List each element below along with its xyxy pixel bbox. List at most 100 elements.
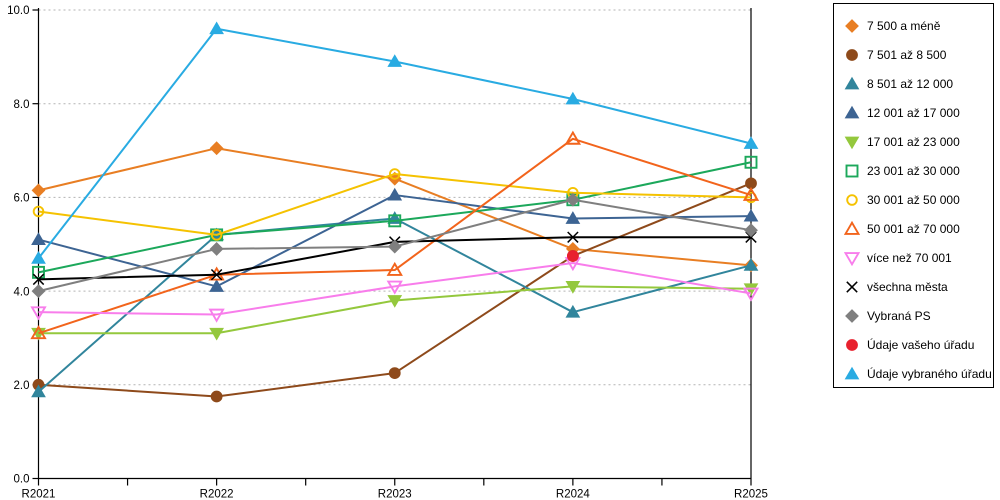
data-point-marker xyxy=(386,261,403,276)
legend-marker-icon xyxy=(846,193,858,206)
data-point-marker xyxy=(209,279,224,292)
data-point-marker xyxy=(386,280,403,295)
data-point-marker xyxy=(845,308,859,323)
data-point-marker xyxy=(565,304,581,318)
legend-label: 12 001 až 17 000 xyxy=(867,105,960,120)
data-point-marker xyxy=(565,211,581,224)
legend-label: Údaje vašeho úřadu xyxy=(867,337,975,352)
y-tick-label: 6.0 xyxy=(14,193,30,205)
data-point-marker xyxy=(744,155,758,169)
legend-item-11: Údaje vašeho úřadu xyxy=(844,330,993,359)
data-point-marker xyxy=(31,284,46,299)
legend-label: všechna města xyxy=(867,279,948,294)
legend-marker-icon xyxy=(846,280,858,293)
legend-marker-icon xyxy=(846,338,858,351)
data-point-marker xyxy=(387,295,403,308)
series-line xyxy=(38,137,752,335)
legend-item-6: 30 001 až 50 000 xyxy=(844,185,993,214)
data-point-marker xyxy=(742,287,760,302)
data-point-marker xyxy=(30,306,47,321)
data-point-marker xyxy=(387,54,403,67)
data-point-marker xyxy=(209,21,224,35)
legend-item-10: Vybraná PS xyxy=(844,301,993,330)
y-tick-label: 2.0 xyxy=(14,380,30,392)
data-point-marker xyxy=(844,105,860,118)
legend-item-4: 17 001 až 23 000 xyxy=(844,127,993,156)
data-point-marker xyxy=(844,136,860,149)
legend-label: 7 501 až 8 500 xyxy=(867,47,947,62)
legend-marker-icon xyxy=(844,220,860,235)
x-tick-label: R2021 xyxy=(22,489,56,500)
legend-item-3: 12 001 až 17 000 xyxy=(844,98,993,127)
data-point-marker xyxy=(565,91,581,105)
y-tick-label: 4.0 xyxy=(14,286,30,298)
data-point-marker xyxy=(844,366,860,379)
data-point-marker xyxy=(742,186,760,201)
data-point-marker xyxy=(208,308,225,323)
data-point-marker xyxy=(388,214,402,228)
legend-item-1: 7 501 až 8 500 xyxy=(844,40,993,69)
data-point-marker xyxy=(389,168,401,180)
data-point-marker xyxy=(32,265,45,279)
legend-marker-icon xyxy=(845,164,859,177)
data-point-marker xyxy=(565,192,580,207)
data-point-marker xyxy=(846,338,858,351)
legend-item-2: 8 501 až 12 000 xyxy=(844,69,993,98)
data-point-marker xyxy=(844,76,860,89)
series-11 xyxy=(566,250,579,262)
data-point-marker xyxy=(846,193,858,206)
data-point-marker xyxy=(32,205,45,218)
legend-label: 50 001 až 70 000 xyxy=(867,221,960,236)
legend-item-7: 50 001 až 70 000 xyxy=(844,214,993,243)
data-point-marker xyxy=(844,251,860,266)
data-point-marker xyxy=(566,250,579,262)
data-point-marker xyxy=(210,268,223,281)
series-4 xyxy=(31,281,759,341)
series-3 xyxy=(31,187,759,292)
legend-marker-icon xyxy=(844,76,860,89)
data-point-marker xyxy=(31,251,46,264)
data-point-marker xyxy=(31,384,46,398)
data-point-marker xyxy=(844,220,860,235)
data-point-marker xyxy=(565,281,581,294)
legend-marker-icon xyxy=(845,308,859,323)
legend-label: Vybraná PS xyxy=(867,308,931,323)
legend-label: 17 001 až 23 000 xyxy=(867,134,960,149)
data-point-marker xyxy=(567,231,579,243)
series-line xyxy=(38,261,752,316)
data-point-marker xyxy=(743,208,759,222)
data-point-marker xyxy=(210,390,223,403)
x-tick-label: R2022 xyxy=(200,489,234,500)
x-tick-label: R2024 xyxy=(556,489,590,500)
legend-item-0: 7 500 a méně xyxy=(844,11,993,40)
legend-marker-icon xyxy=(844,136,860,149)
legend-label: více než 70 001 xyxy=(867,250,952,265)
data-point-marker xyxy=(210,229,223,241)
legend-marker-icon xyxy=(845,18,859,33)
data-point-marker xyxy=(209,141,224,156)
y-tick-label: 0.0 xyxy=(14,474,30,486)
legend-item-9: všechna města xyxy=(844,272,993,301)
series-line xyxy=(38,172,752,236)
data-point-marker xyxy=(31,232,46,245)
data-point-marker xyxy=(846,280,858,293)
data-point-marker xyxy=(31,183,46,198)
data-point-marker xyxy=(32,273,45,286)
data-point-marker xyxy=(388,367,401,379)
y-tick-label: 8.0 xyxy=(14,99,30,111)
legend-marker-icon xyxy=(844,105,860,118)
legend-marker-icon xyxy=(844,251,860,266)
legend-label: Údaje vybraného úřadu xyxy=(867,366,992,381)
data-point-marker xyxy=(743,258,759,271)
x-tick-label: R2023 xyxy=(378,489,412,500)
data-point-marker xyxy=(846,48,858,61)
legend-label: 7 500 a méně xyxy=(867,18,941,33)
legend-marker-icon xyxy=(846,48,858,61)
legend-label: 30 001 až 50 000 xyxy=(867,192,960,207)
data-point-marker xyxy=(744,223,758,238)
data-point-marker xyxy=(845,18,859,33)
data-point-marker xyxy=(30,325,47,340)
data-point-marker xyxy=(745,231,757,243)
